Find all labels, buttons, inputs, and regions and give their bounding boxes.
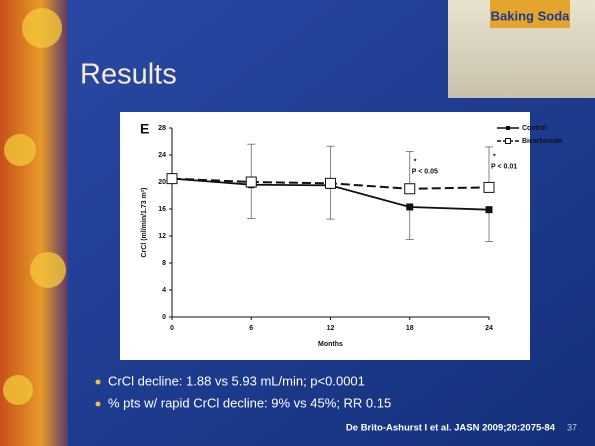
x-axis-label: Months [318,341,343,348]
legend-label: Bicarbonate [522,138,563,145]
marker [326,178,336,188]
annotation: P < 0.01 [491,164,517,171]
slide: Baking Soda Results E CrCl decline: 1.88… [0,0,595,446]
x-tick-label: 6 [249,325,253,332]
annotation-star: * [493,154,496,161]
x-tick-label: 0 [170,325,174,332]
marker [405,184,415,194]
bullet-text: CrCl decline: 1.88 vs 5.93 mL/min; p<0.0… [108,373,365,388]
marker [167,174,177,184]
bullet [96,402,101,407]
marker [246,177,256,187]
y-tick-label: 24 [158,152,166,159]
marker [484,182,494,192]
marker [407,204,413,210]
slide-title: Results [80,59,177,91]
annotation-star: * [414,158,417,165]
legend-marker [506,139,511,144]
x-tick-label: 24 [485,325,493,332]
x-tick-label: 18 [406,325,414,332]
bullet-text: % pts w/ rapid CrCl decline: 9% vs 45%; … [108,395,391,410]
annotation: P < 0.05 [412,168,438,175]
legend-label: Control [522,125,547,132]
y-tick-label: 4 [162,287,166,294]
bullet [96,380,101,385]
panel-label: E [140,121,149,137]
y-tick-label: 8 [162,260,166,267]
x-tick-label: 12 [327,325,335,332]
chart-panel [120,112,530,360]
y-tick-label: 12 [158,233,166,240]
page-number: 37 [567,422,577,432]
y-tick-label: 0 [162,314,166,321]
y-tick-label: 28 [158,125,166,132]
y-tick-label: 16 [158,206,166,213]
y-tick-label: 20 [158,179,166,186]
citation: De Brito-Ashurst I et al. JASN 2009;20:2… [346,423,556,434]
page: {"slide": {"title": "Results", "image_te… [0,0,595,446]
y-axis-label: CrCl (ml/min/1.73 m²) [141,187,148,257]
legend-marker [507,127,510,130]
image-text: Baking Soda [491,8,571,23]
marker [486,207,492,213]
